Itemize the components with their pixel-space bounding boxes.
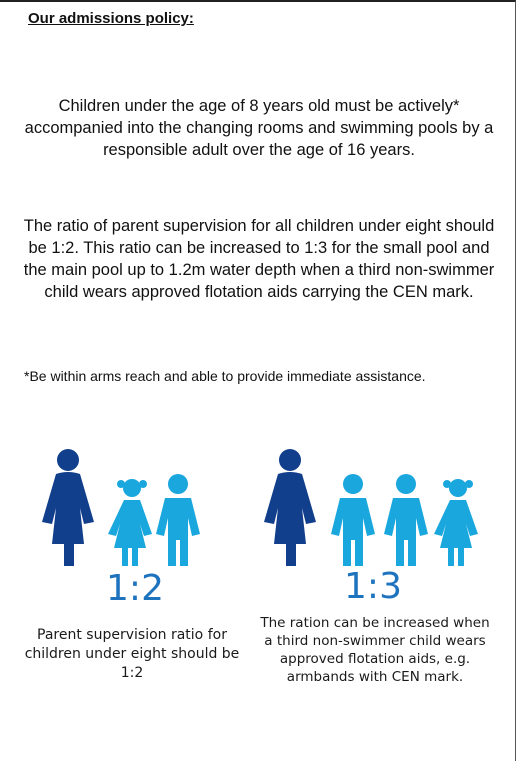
boy-figure-icon (384, 474, 428, 566)
ratio-1-3-caption: The ration can be increased when a third… (260, 615, 490, 685)
page-heading: Our admissions policy: (28, 10, 194, 27)
figures-group-1-2 (42, 449, 200, 566)
ratio-1-3-label: 1:3 (344, 566, 402, 607)
policy-paragraph-age: Children under the age of 8 years old mu… (24, 97, 494, 159)
boy-figure-icon (331, 474, 375, 566)
boy-figure-icon (156, 474, 200, 566)
girl-figure-icon (108, 479, 152, 566)
policy-paragraph-ratio: The ratio of parent supervision for all … (23, 217, 495, 301)
adult-figure-icon (42, 449, 94, 566)
footnote: *Be within arms reach and able to provid… (24, 368, 426, 384)
ratio-1-2-label: 1:2 (106, 568, 164, 609)
ratio-1-2-caption: Parent supervision ratio for children un… (24, 627, 240, 681)
figures-group-1-3 (264, 449, 478, 566)
girl-figure-icon (434, 479, 478, 566)
adult-figure-icon (264, 449, 316, 566)
